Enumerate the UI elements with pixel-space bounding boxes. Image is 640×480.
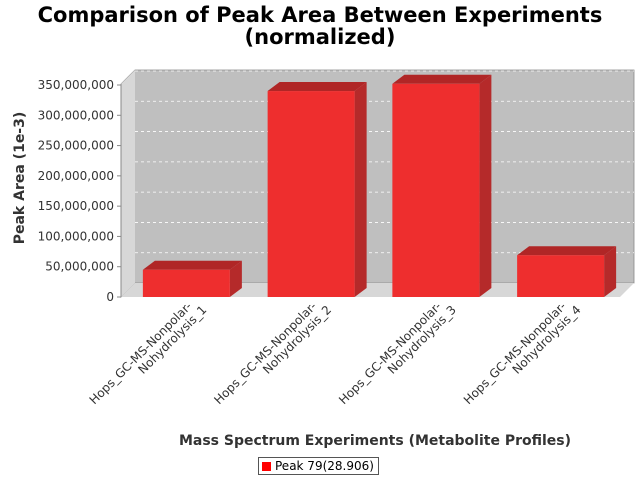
x-tick-label-line: Hops_GC-MS-Nonpolar- — [87, 299, 195, 407]
legend: Peak 79(28.906) — [258, 457, 379, 475]
legend-label: Peak 79(28.906) — [275, 459, 374, 473]
bar-side — [604, 246, 617, 297]
bar — [392, 83, 480, 297]
y-tick-label: 350,000,000 — [38, 78, 114, 92]
y-tick-label: 100,000,000 — [38, 229, 114, 243]
x-axis-label: Mass Spectrum Experiments (Metabolite Pr… — [179, 433, 571, 449]
legend-swatch — [262, 461, 271, 471]
bar — [267, 91, 355, 297]
x-tick-label: Hops_GC-MS-Nonpolar-Nohydrolysis_3 — [336, 294, 459, 417]
chart-title-line1: Comparison of Peak Area Between Experime… — [37, 3, 603, 27]
chart-title-line2: (normalized) — [244, 25, 396, 49]
y-tick-label: 200,000,000 — [38, 169, 114, 183]
x-tick-label-line: Hops_GC-MS-Nonpolar- — [336, 299, 444, 407]
x-tick-label: Hops_GC-MS-Nonpolar-Nohydrolysis_4 — [461, 294, 584, 417]
bar-top — [267, 82, 367, 92]
x-tick-label: Hops_GC-MS-Nonpolar-Nohydrolysis_1 — [87, 294, 210, 417]
bar-top — [392, 74, 492, 84]
y-tick-label: 150,000,000 — [38, 199, 114, 213]
bar-side — [479, 74, 492, 297]
bar — [517, 255, 605, 297]
y-tick-label: 250,000,000 — [38, 139, 114, 153]
plot-left-wall — [121, 70, 135, 297]
y-axis-label: Peak Area (1e-3) — [12, 112, 28, 245]
plot-floor — [121, 283, 634, 297]
x-tick-label-line: Hops_GC-MS-Nonpolar- — [211, 299, 319, 407]
bar-top — [517, 246, 617, 256]
bar-side — [229, 260, 242, 297]
y-tick-label: 0 — [106, 290, 114, 304]
bar-top — [142, 260, 242, 270]
x-tick-label: Hops_GC-MS-Nonpolar-Nohydrolysis_2 — [211, 294, 334, 417]
y-tick-label: 300,000,000 — [38, 108, 114, 122]
bar-side — [354, 82, 367, 297]
x-tick-label-line: Hops_GC-MS-Nonpolar- — [461, 299, 569, 407]
bar — [142, 269, 230, 297]
y-tick-label: 50,000,000 — [45, 260, 114, 274]
